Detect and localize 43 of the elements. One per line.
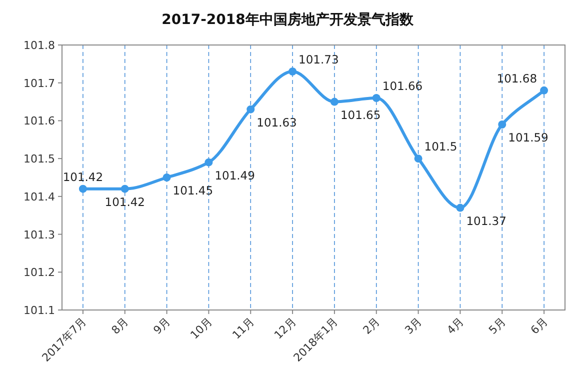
point	[372, 94, 380, 102]
data-label: 101.73	[298, 52, 339, 66]
point	[78, 184, 87, 193]
x-tick-label: 5月	[486, 314, 508, 337]
y-tick-label: 101.8	[24, 39, 55, 52]
y-tick-label: 101.6	[24, 114, 55, 128]
data-label: 101.65	[340, 108, 381, 122]
x-tick-label: 6月	[528, 314, 550, 337]
y-tick-label: 101.4	[24, 190, 55, 204]
y-tick-label: 101.5	[24, 152, 55, 166]
point	[162, 174, 171, 182]
data-label: 101.68	[496, 71, 538, 86]
y-tick-label: 101.1	[24, 304, 55, 317]
data-label: 101.63	[256, 115, 297, 130]
data-label: 101.45	[172, 184, 214, 198]
x-tick-label: 9月	[150, 314, 173, 337]
point	[246, 105, 255, 114]
data-label: 101.5	[424, 140, 458, 154]
data-label: 101.37	[466, 214, 506, 228]
y-tick-label: 101.2	[24, 266, 55, 280]
point	[540, 86, 548, 94]
data-label: 101.42	[104, 194, 145, 209]
x-tick-label: 4月	[444, 314, 466, 337]
x-tick-label: 11月	[230, 314, 257, 342]
point	[120, 184, 129, 193]
x-tick-label: 10月	[188, 314, 215, 342]
data-label: 101.66	[382, 79, 423, 93]
point	[456, 204, 464, 212]
data-label: 101.42	[62, 170, 104, 184]
chart-title: 2017-2018年中国房地产开发景气指数	[162, 11, 414, 28]
point	[330, 98, 338, 106]
x-tick-label: 2月	[360, 314, 382, 337]
data-label: 101.49	[214, 168, 255, 182]
point	[204, 158, 213, 166]
point	[414, 154, 422, 163]
x-tick-label: 3月	[402, 314, 424, 337]
y-tick-label: 101.7	[24, 76, 55, 90]
y-tick-label: 101.3	[24, 228, 55, 242]
point	[498, 120, 506, 128]
x-tick-label: 12月	[272, 314, 299, 342]
point	[288, 68, 297, 76]
data-label: 101.59	[508, 130, 548, 144]
x-tick-label: 8月	[109, 314, 131, 337]
